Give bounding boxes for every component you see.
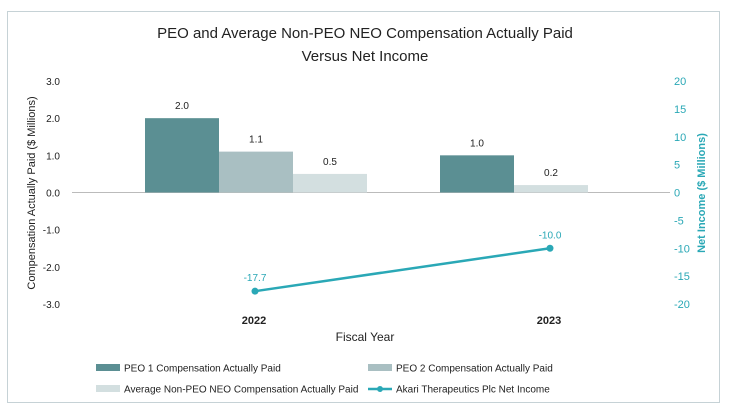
y2-tick-label: 15 [674, 104, 686, 116]
line-data-label: -10.0 [539, 230, 562, 241]
y-tick-label: -2.0 [43, 263, 61, 274]
y-tick-label: 1.0 [46, 151, 60, 162]
legend-label: PEO 1 Compensation Actually Paid [124, 364, 281, 375]
y-axis-label: Compensation Actually Paid ($ Millions) [26, 96, 38, 289]
bar-data-label: 2.0 [175, 101, 189, 112]
bar [219, 151, 293, 193]
y-tick-label: 0.0 [46, 189, 60, 200]
y2-tick-label: 5 [674, 160, 680, 172]
net-income-point [546, 244, 554, 252]
y2-tick-label: -5 [674, 215, 684, 227]
legend-swatch [368, 364, 392, 371]
x-axis-label: Fiscal Year [336, 330, 395, 344]
y2-axis-label: Net Income ($ Millions) [696, 133, 708, 253]
bar-data-label: 1.0 [470, 138, 484, 149]
bar [440, 155, 514, 193]
legend-swatch [96, 364, 120, 371]
y-tick-label: -1.0 [43, 226, 61, 237]
y2-tick-label: 0 [674, 188, 680, 200]
bar-data-label: 0.5 [323, 157, 337, 168]
legend-label: Average Non-PEO NEO Compensation Actuall… [124, 385, 358, 396]
net-income-line [254, 247, 551, 293]
y2-tick-label: -10 [674, 243, 690, 255]
chart-title: PEO and Average Non-PEO NEO Compensation… [157, 25, 573, 42]
chart-frame [7, 11, 720, 403]
bar [293, 173, 367, 193]
line-data-label: -17.7 [244, 273, 267, 284]
x-tick-label: 2022 [242, 315, 266, 327]
chart-subtitle: Versus Net Income [302, 48, 429, 65]
y-tick-label: 2.0 [46, 114, 60, 125]
y2-tick-label: -20 [674, 299, 690, 311]
legend-marker [377, 386, 383, 392]
y-tick-label: -3.0 [43, 300, 61, 311]
bar-data-label: 1.1 [249, 135, 263, 146]
y2-tick-label: 20 [674, 76, 686, 88]
bar-data-label: 0.2 [544, 168, 558, 179]
x-tick-label: 2023 [537, 315, 561, 327]
bar [514, 185, 588, 193]
y2-tick-label: -15 [674, 271, 690, 283]
legend-label: PEO 2 Compensation Actually Paid [396, 364, 553, 375]
y-tick-label: 3.0 [46, 77, 60, 88]
y2-tick-label: 10 [674, 132, 686, 144]
bar [145, 118, 219, 193]
net-income-point [251, 287, 259, 295]
legend-swatch [96, 385, 120, 392]
legend-label: Akari Therapeutics Plc Net Income [396, 385, 550, 396]
